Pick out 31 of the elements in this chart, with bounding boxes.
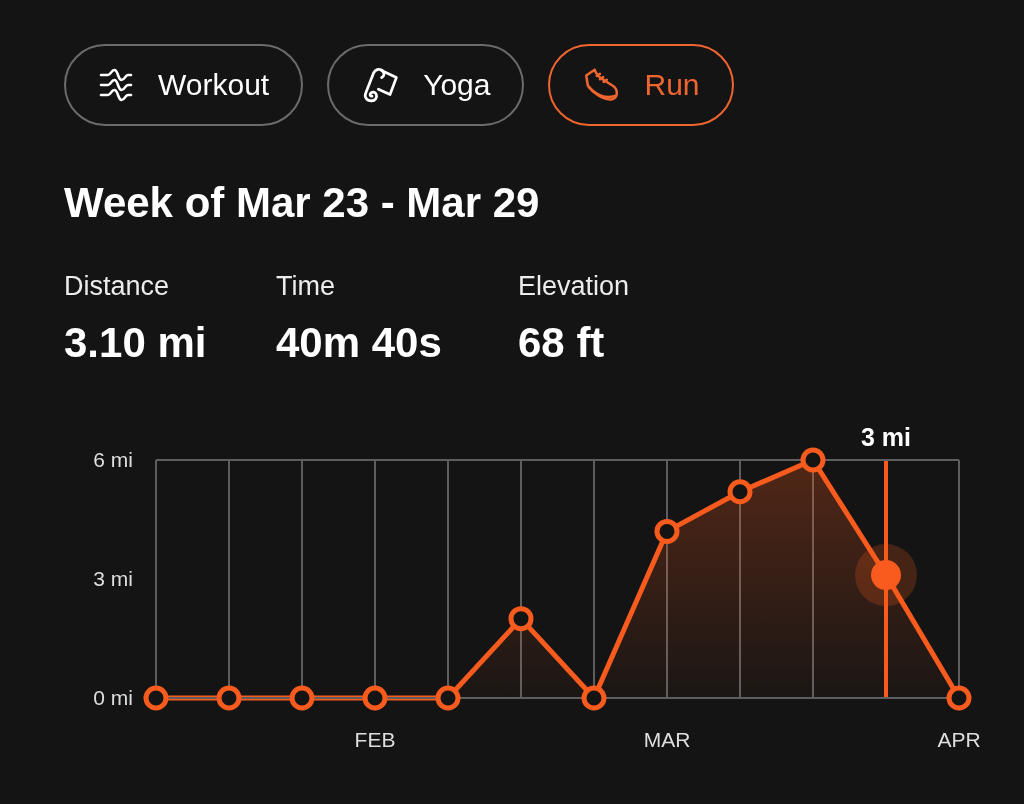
text: 3.10 mi xyxy=(64,319,207,366)
point xyxy=(727,479,753,505)
y-tick-label: 6 mi xyxy=(93,448,133,472)
point xyxy=(581,685,607,711)
point xyxy=(143,685,169,711)
point xyxy=(435,685,461,711)
chart-title: Week of Mar 23 - Mar 29 xyxy=(64,179,540,226)
toggle-button: Run xyxy=(548,44,734,126)
x-tick-label: APR xyxy=(937,727,981,751)
text: Distance xyxy=(64,271,170,301)
point xyxy=(362,685,388,711)
text: Time xyxy=(276,271,335,301)
point xyxy=(654,518,680,544)
category-label: Yoga xyxy=(423,68,491,102)
point xyxy=(216,685,242,711)
y-tick-label: 3 mi xyxy=(93,567,133,591)
point xyxy=(800,447,826,473)
point xyxy=(946,685,972,711)
text: 40m 40s xyxy=(276,319,442,366)
toggle-button: Workout xyxy=(64,44,304,126)
point xyxy=(508,606,534,632)
text: 68 ft xyxy=(518,319,605,366)
x-tick-label: MAR xyxy=(643,727,691,751)
ref-line-label: 3 mi xyxy=(860,423,912,451)
x-tick-label: FEB xyxy=(354,727,396,751)
toggle-button: Yoga xyxy=(327,44,525,126)
category-label: Workout xyxy=(158,68,270,102)
category-label: Run xyxy=(644,68,700,102)
point xyxy=(289,685,315,711)
text: Elevation xyxy=(518,271,630,301)
y-tick-label: 0 mi xyxy=(93,686,133,710)
